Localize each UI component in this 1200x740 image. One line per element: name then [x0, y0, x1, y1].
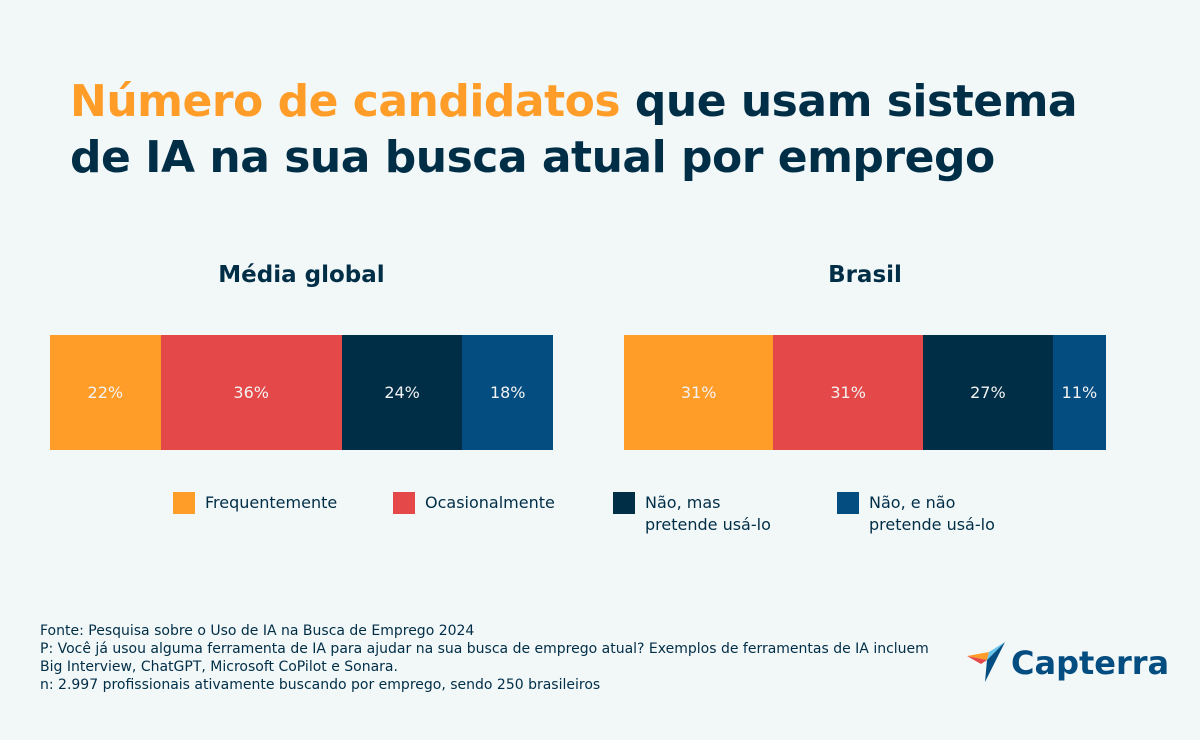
- legend-frequentemente: Frequentemente: [173, 492, 337, 514]
- data-label: 31%: [680, 383, 717, 402]
- data-label: 22%: [87, 383, 124, 402]
- bar-segment-3: 27%: [922, 335, 1053, 450]
- legend-nao-nao-pretende: Não, e não pretende usá-lo: [837, 492, 995, 536]
- title-highlight: Número de candidatos: [70, 76, 621, 127]
- legend-line: pretende usá-lo: [869, 515, 995, 534]
- footnote-sample: n: 2.997 profissionais ativamente buscan…: [40, 677, 601, 693]
- data-label: 27%: [970, 383, 1006, 402]
- legend-line: Não, mas: [645, 493, 721, 512]
- legend-swatch: [837, 492, 859, 514]
- bar-segment-1: 22%: [50, 335, 161, 450]
- legend-label: Não, e não pretende usá-lo: [869, 492, 995, 536]
- data-label: 11%: [1061, 383, 1098, 402]
- bar-segment-3: 24%: [341, 335, 463, 450]
- bar-segment-4: 11%: [1052, 335, 1106, 450]
- legend-line: pretende usá-lo: [645, 515, 771, 534]
- logo-text: Capterra: [1011, 644, 1170, 682]
- title-rest: que usam sistema de IA na sua busca atua…: [70, 76, 1078, 183]
- data-label: 31%: [830, 383, 866, 402]
- legend-line: Não, e não: [869, 493, 956, 512]
- legend-swatch: [613, 492, 635, 514]
- bar-brasil: 31% 31% 27% 11%: [624, 335, 1106, 450]
- legend-label: Ocasionalmente: [425, 493, 555, 512]
- footnote-question: P: Você já usou alguma ferramenta de IA …: [40, 641, 929, 675]
- legend-swatch: [393, 492, 415, 514]
- footnote-source: Fonte: Pesquisa sobre o Uso de IA na Bus…: [40, 623, 475, 639]
- legend-ocasionalmente: Ocasionalmente: [393, 492, 555, 514]
- subtitle-brasil: Brasil: [828, 262, 902, 288]
- capterra-logo: Capterra: [967, 642, 1169, 684]
- bar-global: 22% 36% 24% 18%: [50, 335, 553, 450]
- legend-swatch: [173, 492, 195, 514]
- data-label: 24%: [384, 383, 420, 402]
- capterra-arrow-icon: [967, 642, 1005, 682]
- legend-label: Frequentemente: [205, 493, 338, 512]
- bar-segment-4: 18%: [462, 335, 553, 450]
- subtitle-global: Média global: [218, 262, 385, 288]
- footnote: Fonte: Pesquisa sobre o Uso de IA na Bus…: [40, 622, 940, 694]
- data-label: 18%: [489, 383, 526, 402]
- chart-title: Número de candidatos que usam sistema de…: [70, 74, 1150, 186]
- bar-segment-1: 31%: [624, 335, 774, 450]
- data-label: 36%: [233, 383, 269, 402]
- legend-label: Não, mas pretende usá-lo: [645, 492, 771, 536]
- legend-nao-mas-pretende: Não, mas pretende usá-lo: [613, 492, 771, 536]
- bar-segment-2: 31%: [773, 335, 923, 450]
- bar-segment-2: 36%: [160, 335, 342, 450]
